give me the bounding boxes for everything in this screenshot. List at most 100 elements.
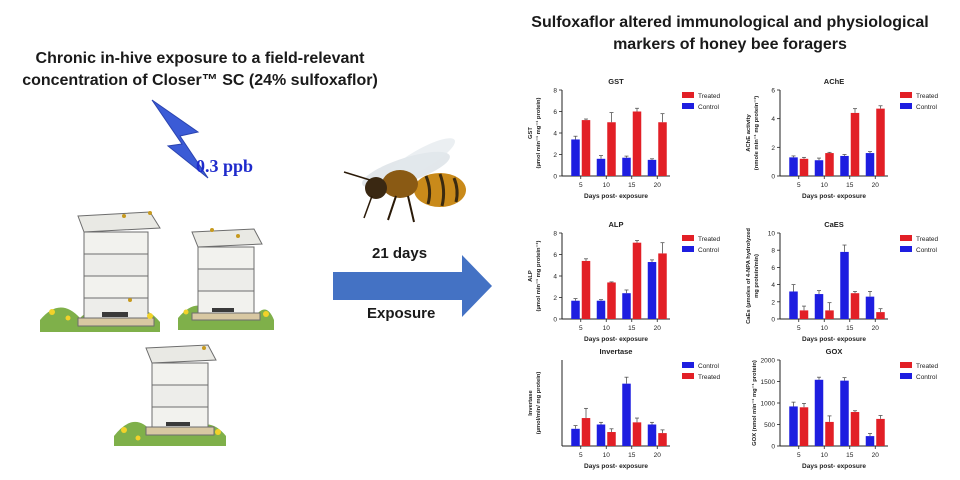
chart-gox: GOX 0 500 1000 1500 2000 GOX (nmol min⁻¹ mg⁻¹ …: [740, 346, 958, 471]
gst-bar-control: [647, 159, 657, 176]
alp-x-tick-label: 10: [603, 325, 611, 332]
gst-x-tick-label: 5: [579, 182, 583, 189]
gst-bar-control: [571, 139, 580, 176]
ache-x-tick-label: 10: [821, 182, 829, 189]
gox-y-tick-label: 0: [771, 444, 775, 451]
gst-y-label: GST: [528, 127, 534, 139]
chart-ache: AChE 0 2 4 6 AChE activity (nmole min⁻¹ mg pro…: [740, 76, 958, 201]
invertase-bar-treated: [632, 422, 642, 446]
ache-x-label: Days post- exposure: [802, 193, 866, 200]
gox-x-label: Days post- exposure: [802, 463, 866, 470]
dose-label: 0.3 ppb: [196, 156, 254, 176]
gox-legend-label-control: Control: [916, 374, 938, 381]
alp-title: ALP: [609, 220, 624, 229]
ache-x-tick-label: 5: [797, 182, 801, 189]
gst-bar-control: [622, 157, 631, 176]
caes-y-tick-label: 0: [771, 317, 775, 324]
gst-legend-label-treated: Treated: [698, 93, 721, 100]
findings-title-line1: Sulfoxaflor altered immunological and ph…: [531, 14, 929, 31]
invertase-bar-control: [571, 428, 580, 446]
caes-bar-treated: [825, 310, 834, 319]
gox-title: GOX: [826, 347, 843, 356]
chart-invertase: Invertase Invertase (µmol/min/ mg protein)…: [522, 346, 740, 471]
ache-bar-treated: [799, 158, 809, 176]
gst-y-tick-label: 8: [553, 88, 557, 95]
gst-y-tick-label: 0: [553, 174, 557, 181]
caes-y-label: mg protein/min): [754, 254, 760, 298]
alp-bar-treated: [658, 253, 667, 319]
invertase-legend-swatch-treated: [682, 373, 694, 379]
ache-bar-control: [814, 160, 824, 176]
gst-x-tick-label: 15: [628, 182, 636, 189]
gst-x-label: Days post- exposure: [584, 193, 648, 200]
chart-gst: GST 0 2 4 6 8 GST (µmol min⁻¹ mg⁻¹ protein) 5 10 1…: [522, 76, 740, 201]
invertase-x-tick-label: 15: [628, 452, 636, 459]
gst-legend-swatch-control: [682, 103, 694, 109]
ache-bar-treated: [876, 108, 885, 176]
caes-y-label: CaEs (µmoles of 4-NPA hydrolyzed: [746, 228, 752, 324]
findings-title: Sulfoxaflor altered immunological and ph…: [505, 12, 955, 56]
caes-legend-swatch-treated: [900, 235, 912, 241]
ache-bar-control: [865, 153, 875, 176]
invertase-title: Invertase: [600, 347, 633, 356]
alp-legend-label-control: Control: [698, 247, 720, 254]
flying-bees: [122, 211, 240, 350]
gox-y-tick-label: 1500: [761, 379, 776, 386]
duration-label: 21 days: [372, 245, 428, 262]
caes-y-tick-label: 2: [771, 299, 775, 306]
invertase-x-tick-label: 20: [654, 452, 662, 459]
exposure-description-line2: concentration of Closer™ SC (24% sulfoxa…: [22, 72, 378, 89]
ache-y-tick-label: 0: [771, 174, 775, 181]
exposure-description: Chronic in-hive exposure to a field-rele…: [0, 48, 400, 92]
caes-y-tick-label: 8: [771, 248, 775, 255]
caes-y-tick-label: 6: [771, 265, 775, 272]
alp-bar-treated: [607, 282, 616, 319]
gox-bar-treated: [876, 418, 885, 446]
gst-title: GST: [608, 77, 624, 86]
findings-title-line2: markers of honey bee foragers: [613, 36, 847, 53]
ache-legend-label-control: Control: [916, 104, 938, 111]
gox-x-tick-label: 5: [797, 452, 801, 459]
caes-y-tick-label: 4: [771, 282, 775, 289]
gox-y-tick-label: 1000: [761, 401, 776, 408]
ache-legend-swatch-control: [900, 103, 912, 109]
invertase-bar-control: [622, 383, 631, 446]
invertase-bar-treated: [581, 418, 591, 446]
gst-bar-treated: [607, 122, 616, 176]
ache-y-tick-label: 2: [771, 145, 775, 152]
chart-alp: ALP 0 2 4 6 8 ALP (µmol min⁻¹ mg protein⁻¹) 5 10 1…: [522, 219, 740, 344]
exposure-description-line1: Chronic in-hive exposure to a field-rele…: [35, 50, 365, 67]
invertase-bar-treated: [607, 432, 616, 446]
gst-y-tick-label: 4: [553, 131, 557, 138]
gst-legend-label-control: Control: [698, 104, 720, 111]
gst-bar-control: [596, 158, 606, 176]
alp-bar-treated: [581, 260, 591, 319]
ache-x-tick-label: 15: [846, 182, 854, 189]
caes-y-tick-label: 10: [768, 231, 776, 238]
gox-bar-treated: [825, 421, 834, 446]
gox-bar-control: [840, 380, 849, 446]
exposure-arrow: [333, 255, 492, 317]
alp-bar-control: [571, 300, 580, 319]
invertase-y-label: (µmol/min/ mg protein): [536, 372, 542, 435]
caes-title: CaES: [824, 220, 844, 229]
caes-bar-control: [865, 296, 875, 319]
gox-legend-swatch-control: [900, 373, 912, 379]
honey-bee-icon: [343, 138, 466, 223]
caes-legend-label-control: Control: [916, 247, 938, 254]
gst-x-tick-label: 20: [654, 182, 662, 189]
caes-bar-control: [814, 294, 824, 319]
flowers: [49, 309, 269, 441]
ache-bar-control: [840, 155, 849, 176]
ache-legend-swatch-treated: [900, 92, 912, 98]
ache-y-label: AChE activity: [746, 114, 752, 152]
gox-y-label: GOX (nmol min⁻¹ mg⁻¹ protein): [751, 360, 758, 446]
gox-y-tick-label: 500: [764, 422, 775, 429]
alp-y-tick-label: 4: [553, 274, 557, 281]
gst-y-label: (µmol min⁻¹ mg⁻¹ protein): [535, 97, 542, 168]
